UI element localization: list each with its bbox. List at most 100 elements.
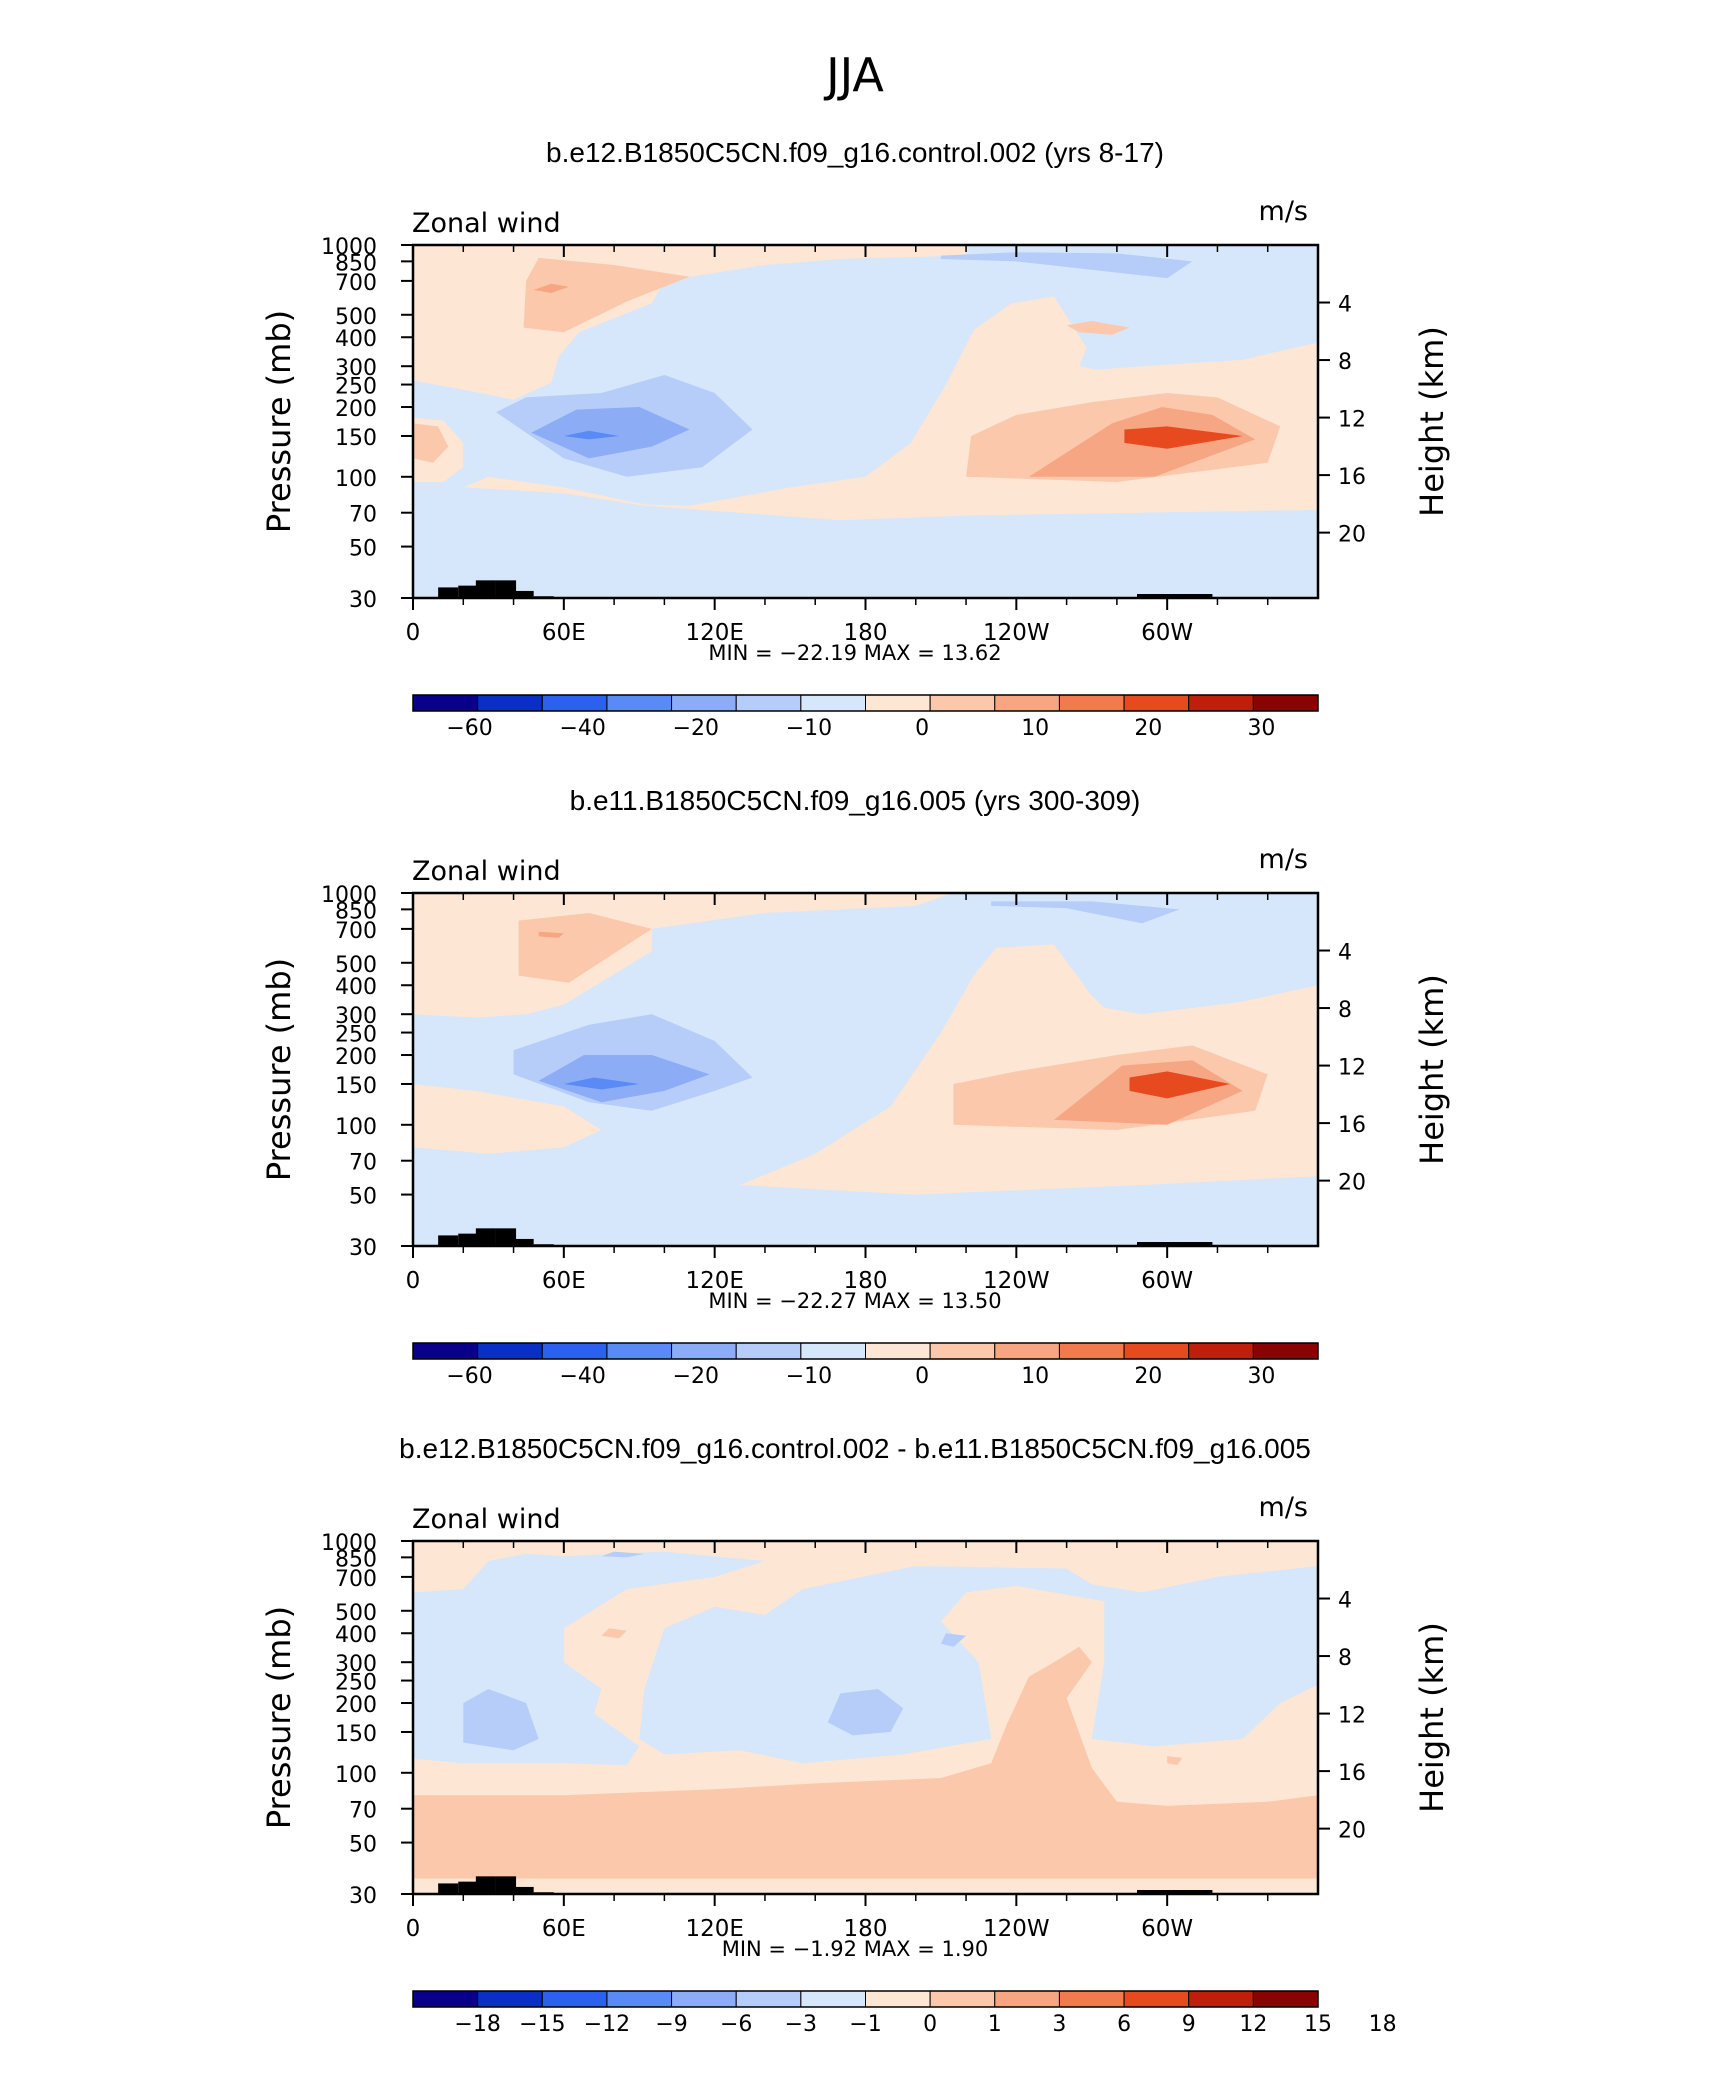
colorbar-label: −1 — [849, 2012, 881, 2037]
colorbar-swatch — [994, 1990, 1060, 2008]
y2-tick-label: 12 — [1338, 1704, 1366, 1729]
y-tick-label: 850 — [335, 1547, 377, 1572]
colorbar-swatch — [1252, 1342, 1319, 1360]
y-tick-label: 1000 — [321, 883, 377, 908]
y2-tick-label: 4 — [1338, 293, 1352, 318]
colorbar-swatch — [800, 1342, 866, 1360]
contour-region — [1129, 1071, 1230, 1099]
terrain-bar — [513, 1886, 534, 1894]
terrain-bar — [475, 580, 496, 598]
contour-region — [940, 1633, 967, 1647]
min-max-label: MIN = −22.19 MAX = 13.62 — [708, 641, 1001, 665]
x-tick-label: 0 — [406, 620, 421, 646]
y-tick-label: 50 — [349, 1833, 377, 1858]
y-tick-label: 100 — [335, 1115, 377, 1140]
y-tick-label: 400 — [335, 1623, 377, 1648]
y2-tick-label: 12 — [1338, 1056, 1366, 1081]
colorbar-swatch — [865, 694, 931, 712]
y-tick-label: 700 — [335, 271, 377, 296]
contour-region — [538, 1055, 710, 1103]
colorbar-swatch — [1123, 1342, 1190, 1360]
panel-title: b.e12.B1850C5CN.f09_g16.control.002 - b.… — [399, 1433, 1311, 1464]
terrain-bar — [495, 580, 517, 598]
y-tick-label: 500 — [335, 305, 377, 330]
colorbar-swatch — [541, 1990, 608, 2008]
colorbar-swatch — [735, 1990, 802, 2008]
y-tick-label: 850 — [335, 251, 377, 276]
colorbar-swatch — [994, 1342, 1060, 1360]
colorbar-swatch — [606, 694, 673, 712]
y2-tick-label: 20 — [1338, 1819, 1366, 1844]
y-tick-label: 300 — [335, 356, 377, 381]
colorbar-label: −10 — [786, 1364, 832, 1389]
colorbar-swatch — [541, 1342, 608, 1360]
y-tick-label: 70 — [349, 503, 377, 528]
terrain — [438, 1228, 1213, 1246]
contour-region — [523, 257, 690, 333]
x-tick-label: 180 — [844, 1268, 888, 1294]
terrain-bar — [438, 1883, 459, 1894]
colorbar-swatch — [1058, 1342, 1125, 1360]
y-tick-label: 850 — [335, 899, 377, 924]
colorbar-label: 10 — [1021, 1364, 1049, 1389]
y2-tick-label: 8 — [1338, 998, 1352, 1023]
x-tick-label: 120E — [685, 620, 743, 646]
y-tick-label: 700 — [335, 919, 377, 944]
y2-tick-label: 8 — [1338, 1646, 1352, 1671]
contour-region — [601, 1628, 627, 1639]
contour-region — [538, 931, 564, 938]
x-tick-label: 60W — [1141, 620, 1193, 646]
y2-tick-label: 20 — [1338, 1171, 1366, 1196]
x-tick-label: 120E — [685, 1268, 743, 1294]
colorbar-swatch — [865, 1342, 931, 1360]
y2-axis-title: Height (km) — [1413, 1622, 1451, 1813]
terrain-bar — [513, 1238, 534, 1246]
terrain-bar — [458, 585, 479, 598]
colorbar-swatch — [606, 1342, 673, 1360]
colorbar-label: 0 — [915, 716, 929, 741]
y-tick-label: 300 — [335, 1652, 377, 1677]
x-tick-label: 60E — [542, 1916, 586, 1942]
colorbar-label: 15 — [1304, 2012, 1332, 2037]
colorbar-swatch — [477, 1990, 543, 2008]
y-tick-label: 250 — [335, 1671, 377, 1696]
x-tick-label: 180 — [844, 620, 888, 646]
colorbar-swatch — [1123, 1990, 1190, 2008]
terrain-bar — [495, 1228, 517, 1246]
units-label: m/s — [1259, 196, 1308, 227]
contour-region — [1066, 321, 1130, 335]
colorbar-swatch — [1058, 694, 1125, 712]
y2-tick-label: 12 — [1338, 408, 1366, 433]
y-tick-label: 30 — [349, 1236, 377, 1261]
colorbar-swatch — [412, 1990, 479, 2008]
x-tick-label: 120W — [983, 1268, 1050, 1294]
colorbar-label: 0 — [923, 2012, 937, 2037]
colorbar-swatch — [1058, 1990, 1125, 2008]
colorbar-label: −40 — [559, 716, 605, 741]
contour-region — [563, 430, 620, 440]
figure-title: JJA — [823, 48, 884, 102]
y-tick-label: 300 — [335, 1004, 377, 1029]
colorbar-swatch — [800, 1990, 866, 2008]
y-tick-label: 100 — [335, 467, 377, 492]
min-max-label: MIN = −1.92 MAX = 1.90 — [722, 1937, 989, 1961]
colorbar-swatch — [671, 694, 737, 712]
panel-control: b.e12.B1850C5CN.f09_g16.control.002 (yrs… — [260, 137, 1451, 741]
colorbar-label: 9 — [1182, 2012, 1196, 2037]
terrain-bar — [458, 1233, 479, 1246]
colorbar-label: 10 — [1021, 716, 1049, 741]
contour-region — [533, 283, 569, 294]
y-tick-label: 200 — [335, 397, 377, 422]
colorbar-label: −10 — [786, 716, 832, 741]
contour-region — [563, 1077, 640, 1090]
y2-axis-title: Height (km) — [1413, 974, 1451, 1165]
y-tick-label: 200 — [335, 1693, 377, 1718]
colorbar-swatch — [477, 694, 543, 712]
colorbar-label: −9 — [655, 2012, 687, 2037]
terrain-bar — [458, 1881, 479, 1894]
colorbar-swatch — [671, 1990, 737, 2008]
y-tick-label: 250 — [335, 375, 377, 400]
y-tick-label: 400 — [335, 975, 377, 1000]
y-tick-label: 700 — [335, 1567, 377, 1592]
y-tick-label: 30 — [349, 1884, 377, 1909]
